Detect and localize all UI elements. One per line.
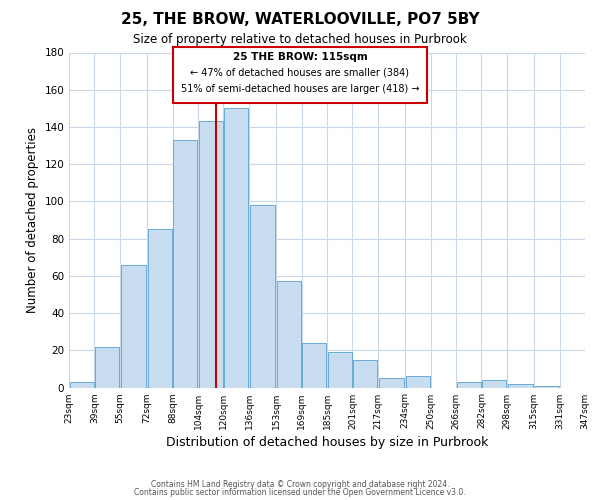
Bar [353,360,377,388]
Text: Contains public sector information licensed under the Open Government Licence v3: Contains public sector information licen… [134,488,466,497]
Bar [277,282,301,388]
X-axis label: Distribution of detached houses by size in Purbrook: Distribution of detached houses by size … [166,436,488,448]
FancyBboxPatch shape [173,47,427,103]
Text: Contains HM Land Registry data © Crown copyright and database right 2024.: Contains HM Land Registry data © Crown c… [151,480,449,489]
Y-axis label: Number of detached properties: Number of detached properties [26,127,39,313]
Text: 25 THE BROW: 115sqm: 25 THE BROW: 115sqm [233,52,367,62]
Bar [95,346,119,388]
Bar [328,352,352,388]
Bar [482,380,506,388]
Bar [508,384,533,388]
Bar [302,343,326,388]
Text: 25, THE BROW, WATERLOOVILLE, PO7 5BY: 25, THE BROW, WATERLOOVILLE, PO7 5BY [121,12,479,28]
Text: 51% of semi-detached houses are larger (418) →: 51% of semi-detached houses are larger (… [181,84,419,94]
Bar [379,378,404,388]
Text: ← 47% of detached houses are smaller (384): ← 47% of detached houses are smaller (38… [190,68,409,78]
Bar [250,205,275,388]
Text: Size of property relative to detached houses in Purbrook: Size of property relative to detached ho… [133,32,467,46]
Bar [406,376,430,388]
Bar [457,382,481,388]
Bar [173,140,197,388]
Bar [535,386,559,388]
Bar [70,382,94,388]
Bar [148,230,172,388]
Bar [121,264,146,388]
Bar [199,122,223,388]
Bar [224,108,248,388]
